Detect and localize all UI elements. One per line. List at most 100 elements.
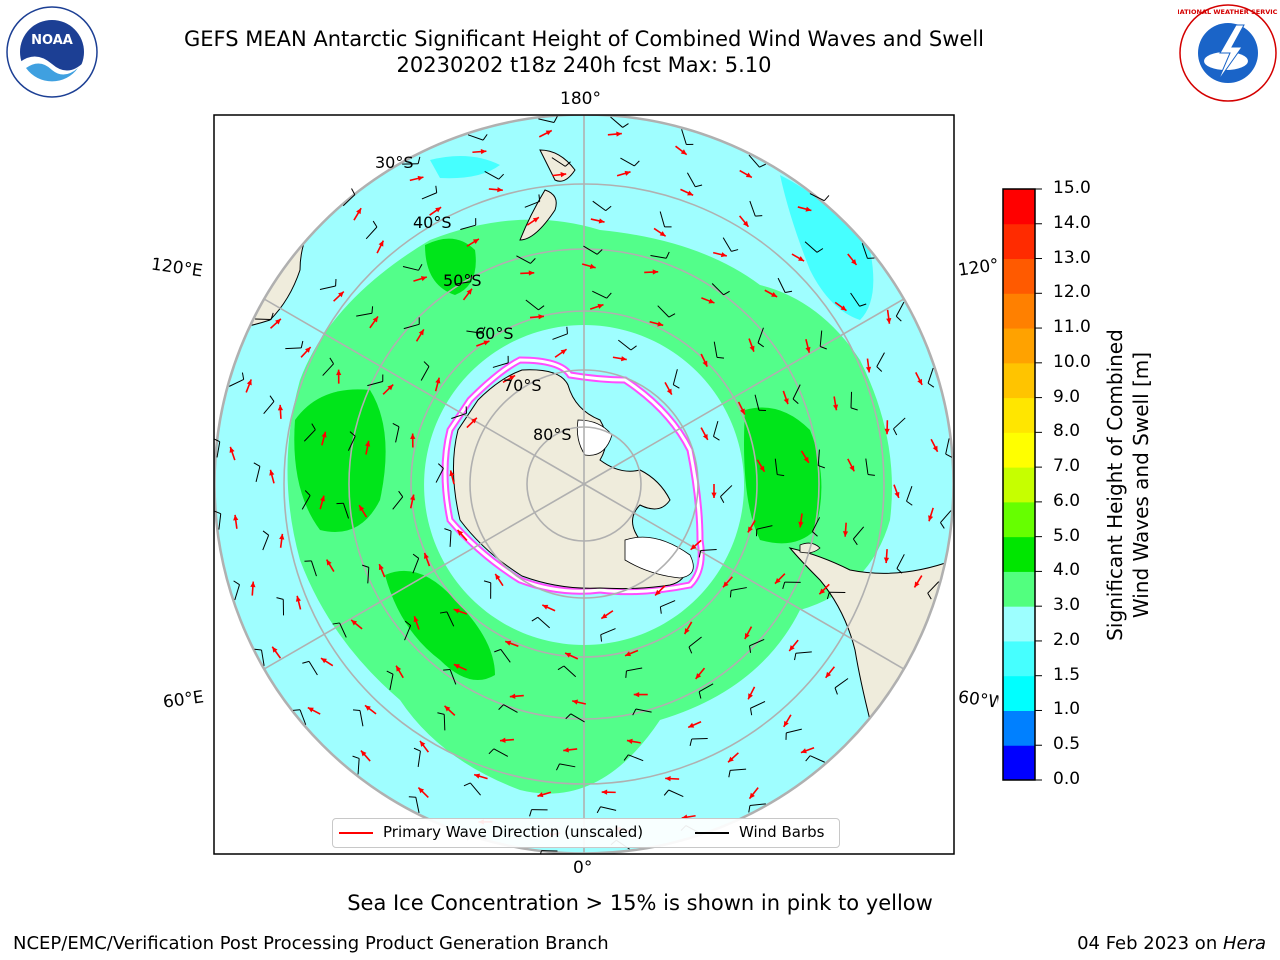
wave-arrow [800,450,810,464]
wind-barb [362,564,370,584]
colorbar-label-line1: Significant Height of Combined [1103,329,1127,641]
wave-arrow [336,369,342,384]
wave-arrow [350,619,363,630]
colorbar-tick-label: 12.0 [1053,282,1091,303]
wave-arrow [472,148,487,155]
wind-barb [293,709,307,725]
footer-left: NCEP/EMC/Verification Post Processing Pr… [13,933,609,954]
wave-arrow [774,573,786,585]
wind-barb [332,622,347,638]
wave-arrow [502,374,516,384]
wave-arrow [453,608,468,615]
wave-arrow [798,513,804,528]
wind-barb [777,277,793,293]
wave-arrow [295,595,302,610]
wave-arrow [847,253,858,266]
wind-barb [402,156,421,165]
wind-barb [713,420,720,441]
vector-layer [214,116,953,854]
wave-arrow [915,372,923,386]
wave-arrow [847,458,855,472]
colorbar-box [1003,640,1035,677]
colorbar-box [1003,710,1035,746]
wind-barb [439,611,455,627]
wave-arrow [589,303,604,310]
colorbar-tick-label: 5.0 [1053,525,1081,546]
wave-arrow [429,206,442,216]
wave-arrow [279,533,285,548]
wind-barb [301,490,311,510]
wind-barb [623,754,644,762]
wave-arrow [695,667,706,680]
wave-arrow [624,649,639,657]
legend-wind-line [695,832,729,834]
lat-label-60s: 60°S [475,324,514,343]
wind-barb [583,245,603,255]
wind-barb [253,462,261,482]
wave-arrow [325,559,335,572]
lat-label-30s: 30°S [375,153,414,172]
wind-barb [895,301,905,322]
wave-arrow [353,207,362,221]
wind-barb [402,263,423,271]
wind-barb [365,220,378,240]
wave-arrow [321,431,327,446]
colorbar-box [1003,606,1035,642]
colorbar-box [1003,501,1035,538]
wind-barb [525,299,545,311]
wind-barb [748,154,767,168]
wind-barb [850,391,858,411]
wind-barb [729,587,747,598]
wind-barb [437,712,446,731]
wave-arrow [748,787,759,800]
wave-arrow [805,338,811,353]
colorbar-tick-label: 1.0 [1053,699,1081,720]
colorbar-tick-label: 7.0 [1053,456,1081,477]
wave-arrow [690,539,702,551]
wind-barb [632,708,652,716]
wind-barb [861,243,875,259]
wind-barb [304,560,317,577]
wave-arrow [423,552,431,567]
wind-barb [688,636,702,654]
wind-barb [494,648,511,663]
wave-arrow [277,404,284,419]
wave-arrow [701,297,715,304]
wind-barb [285,340,304,350]
colorbar-box [1003,328,1035,364]
wind-barb [386,670,394,690]
wave-arrow [825,666,836,679]
wind-barb [809,193,830,202]
wave-arrow [552,172,567,178]
wave-arrow [409,175,424,182]
wave-arrow [665,776,680,782]
wave-arrow [700,427,709,441]
wind-barb [467,134,488,141]
wind-barb [804,241,824,253]
wave-arrow [541,604,556,612]
wave-arrow [563,747,578,753]
wave-arrow [473,773,488,780]
wind-barb [483,580,492,599]
wave-arrow [800,747,815,754]
wave-arrow [644,269,659,275]
wave-arrow [747,686,756,700]
noaa-logo-text: NOAA [31,33,73,48]
wind-barb [657,305,676,318]
wave-low-north [430,156,500,179]
lon-label-top: 180° [560,89,601,109]
wave-patch-southwest [385,570,495,680]
colorbar-box [1003,223,1035,260]
wave-arrow [928,507,934,522]
wind-barb [303,423,316,442]
wind-barb [748,803,766,813]
colorbar-box [1003,362,1035,399]
wave-arrow [333,291,345,302]
wave-arrow [581,263,596,269]
colorbar-tick-label: 4.0 [1053,560,1081,581]
colorbar-tick-label: 2.0 [1053,629,1081,650]
colorbar-tick-label: 1.5 [1053,664,1081,685]
wind-barb [463,782,481,796]
wind-barb [516,255,536,264]
wave-arrow [711,484,717,498]
